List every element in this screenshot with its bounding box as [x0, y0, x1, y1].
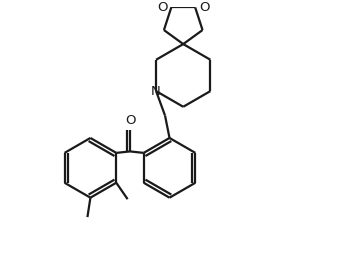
Text: O: O	[125, 114, 136, 127]
Text: N: N	[151, 85, 161, 98]
Text: O: O	[199, 1, 209, 14]
Text: O: O	[157, 1, 168, 14]
